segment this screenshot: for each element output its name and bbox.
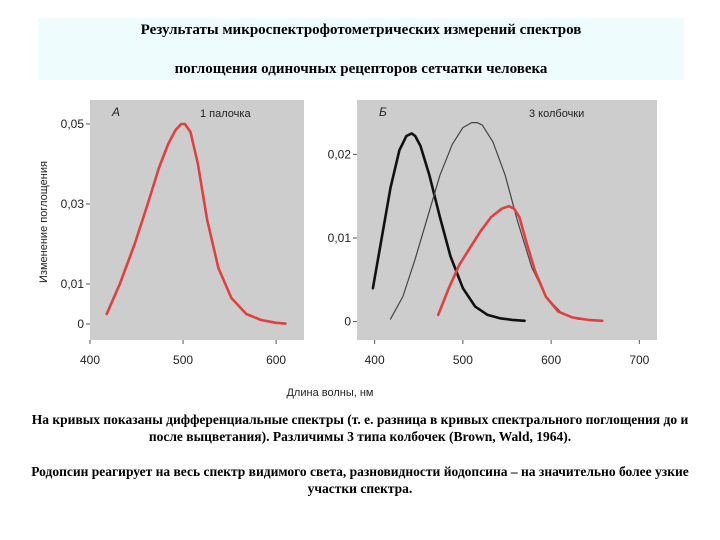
figure-note: Родопсин реагирует на весь спектр видимо…	[31, 464, 689, 496]
slide-title-line2: поглощения одиночных рецепторов сетчатки…	[174, 61, 548, 77]
series-line-2-3	[436, 204, 604, 323]
panel-letter: Б	[379, 105, 387, 119]
y-tick-label: 0,01	[328, 231, 352, 245]
spectra-figure: 0 0,01 0,03 0,05 400 500 600 А 1 палочка 0 0,01 0,0…	[30, 92, 690, 404]
x-tick-label: 400	[80, 353, 100, 367]
x-tick-label: 500	[173, 353, 193, 367]
x-tick-label: 700	[629, 353, 649, 367]
panel-annotation: 3 колбочки	[529, 108, 584, 120]
series-line-1-1	[105, 122, 287, 325]
y-tick-label: 0	[77, 317, 84, 331]
x-tick-label: 400	[365, 353, 385, 367]
series-line-2-1	[371, 132, 526, 323]
x-tick-label: 600	[266, 353, 286, 367]
x-axis-label: Длина волны, нм	[286, 387, 373, 399]
y-tick-label: 0,02	[328, 147, 352, 161]
y-axis-label: Изменение поглощения	[38, 161, 50, 283]
y-tick-label: 0	[344, 315, 351, 329]
figure-caption: На кривых показаны дифференциальные спек…	[31, 412, 689, 444]
plot-area-1	[90, 100, 304, 340]
y-tick-label: 0,01	[61, 277, 85, 291]
plot-area-2	[357, 100, 657, 340]
panel-annotation: 1 палочка	[200, 108, 251, 120]
x-tick-label: 500	[453, 353, 473, 367]
x-tick-label: 600	[541, 353, 561, 367]
title-band: Результаты микроспектрофотометрических и…	[38, 18, 684, 80]
y-tick-label: 0,03	[61, 197, 85, 211]
y-tick-label: 0,05	[61, 117, 85, 131]
panel-letter: А	[111, 105, 120, 119]
spectra-chart-svg: 0 0,01 0,03 0,05 400 500 600 А 1 палочка 0 0,01 0,0…	[38, 100, 657, 399]
slide-title-line1: Результаты микроспектрофотометрических и…	[140, 22, 582, 38]
